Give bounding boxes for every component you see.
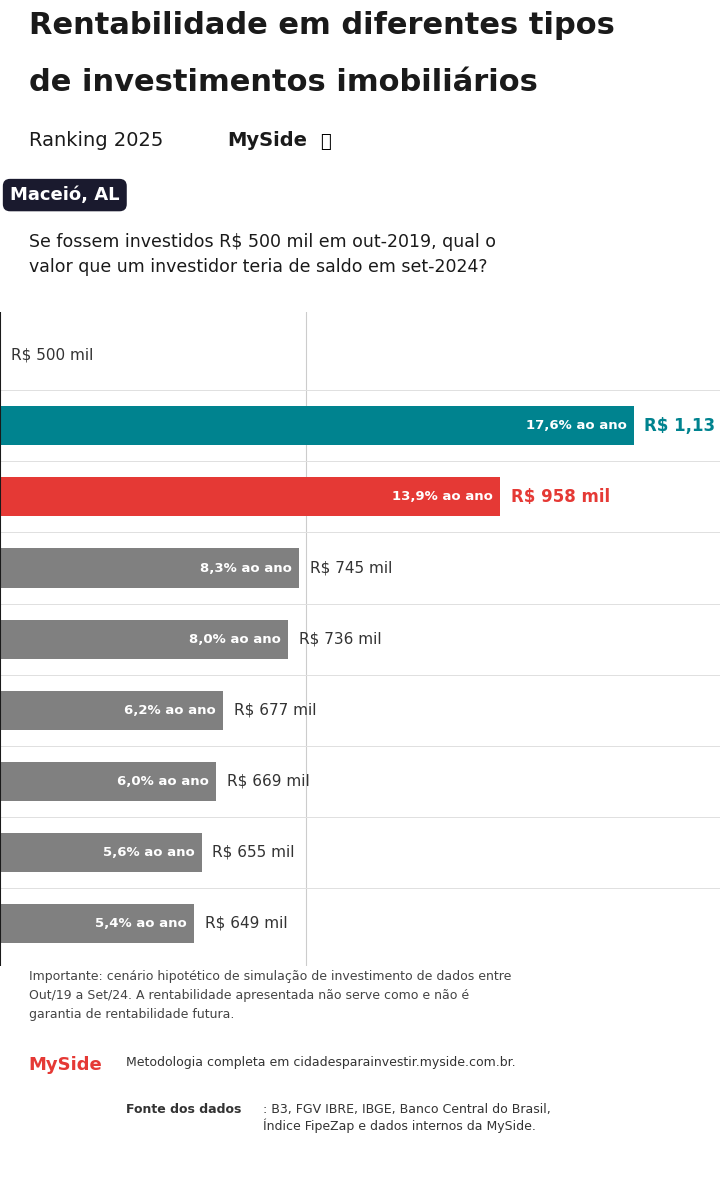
Text: R$ 958 mil: R$ 958 mil [511,488,611,505]
Text: Fonte dos dados: Fonte dos dados [126,1103,241,1116]
Bar [0,620,288,659]
Bar [0,833,202,872]
Text: 8,0% ao ano: 8,0% ao ano [189,633,281,646]
Bar [0,690,223,729]
Text: de investimentos imobiliários: de investimentos imobiliários [29,68,538,97]
Text: 🐾: 🐾 [320,133,331,151]
Text: 6,2% ao ano: 6,2% ao ano [125,703,216,716]
Text: Metodologia completa em cidadesparainvestir.myside.com.br.: Metodologia completa em cidadesparainves… [126,1055,516,1068]
Text: MySide: MySide [227,132,307,151]
Bar [0,904,194,942]
Text: Ranking 2025: Ranking 2025 [29,132,169,151]
Text: Maceió, AL: Maceió, AL [10,186,120,204]
Text: R$ 655 mil: R$ 655 mil [212,845,295,860]
Bar [0,762,216,801]
Text: 6,0% ao ano: 6,0% ao ano [117,775,209,788]
Text: R$ 677 mil: R$ 677 mil [234,702,317,717]
Text: Rentabilidade em diferentes tipos: Rentabilidade em diferentes tipos [29,11,615,40]
Text: 13,9% ao ano: 13,9% ao ano [392,490,493,503]
Text: MySide: MySide [29,1055,102,1074]
Text: 8,3% ao ano: 8,3% ao ano [199,562,292,575]
Text: R$ 736 mil: R$ 736 mil [299,631,382,647]
Text: : B3, FGV IBRE, IBGE, Banco Central do Brasil,
Índice FipeZap e dados internos d: : B3, FGV IBRE, IBGE, Banco Central do B… [263,1103,551,1133]
Text: R$ 1,13 mi: R$ 1,13 mi [644,417,720,435]
Text: Importante: cenário hipotético de simulação de investimento de dados entre
Out/1: Importante: cenário hipotético de simula… [29,969,511,1021]
Text: 5,6% ao ano: 5,6% ao ano [103,846,194,859]
Text: 17,6% ao ano: 17,6% ao ano [526,419,626,432]
Bar [0,477,500,516]
Text: 5,4% ao ano: 5,4% ao ano [96,916,187,929]
Bar [0,406,634,445]
Text: R$ 745 mil: R$ 745 mil [310,561,392,576]
Bar [0,549,299,588]
Text: R$ 500 mil: R$ 500 mil [11,348,93,363]
Text: R$ 649 mil: R$ 649 mil [205,915,288,931]
Text: Se fossem investidos R$ 500 mil em out-2019, qual o
valor que um investidor teri: Se fossem investidos R$ 500 mil em out-2… [29,233,496,276]
Text: R$ 669 mil: R$ 669 mil [227,774,310,789]
